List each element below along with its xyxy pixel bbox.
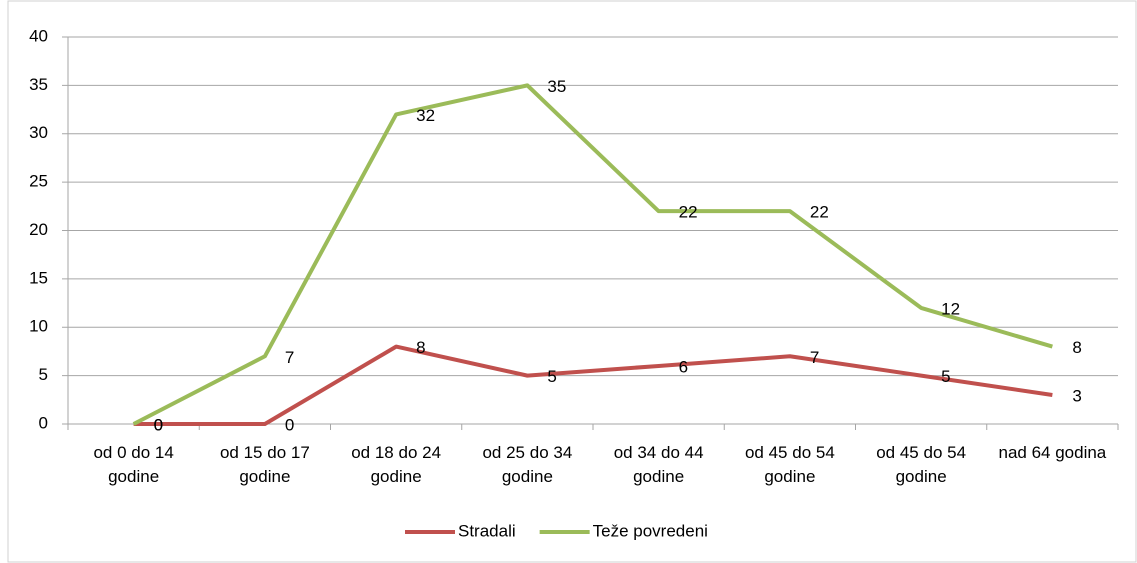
x-tick-label: od 45 do 54 godine bbox=[744, 443, 835, 486]
data-label: 0 bbox=[154, 415, 163, 434]
data-label: 6 bbox=[679, 357, 688, 376]
data-label: 0 bbox=[154, 415, 163, 434]
x-tick-label: od 25 do 34 godine bbox=[482, 443, 573, 486]
data-label: 35 bbox=[547, 77, 566, 96]
x-tick-label: od 18 do 24 godine bbox=[351, 443, 442, 486]
data-label: 3 bbox=[1072, 386, 1081, 405]
data-label: 0 bbox=[285, 415, 294, 434]
data-label: 22 bbox=[679, 203, 698, 222]
data-label: 32 bbox=[416, 106, 435, 125]
y-tick-label: 20 bbox=[29, 220, 48, 239]
x-tick-label: od 34 do 44 godine bbox=[613, 443, 704, 486]
y-tick-label: 30 bbox=[29, 123, 48, 142]
y-tick-label: 40 bbox=[29, 26, 48, 45]
legend-label: Stradali bbox=[458, 521, 516, 540]
frame bbox=[7, 0, 1137, 563]
x-tick-label: nad 64 godina bbox=[998, 443, 1107, 462]
data-label: 7 bbox=[285, 348, 294, 367]
x-tick-label: od 15 do 17 godine bbox=[219, 443, 310, 486]
data-label: 22 bbox=[810, 203, 829, 222]
data-label: 5 bbox=[941, 367, 950, 386]
y-tick-label: 15 bbox=[29, 268, 48, 287]
legend-label: Teže povredeni bbox=[593, 521, 708, 540]
x-tick-label: od 0 do 14 godine bbox=[93, 443, 174, 486]
series-line bbox=[133, 344, 1053, 426]
data-label: 7 bbox=[810, 348, 819, 367]
x-tick-label: od 45 do 54 godine bbox=[876, 443, 967, 486]
y-tick-label: 25 bbox=[29, 172, 48, 191]
y-tick-label: 35 bbox=[29, 75, 48, 94]
data-label: 8 bbox=[416, 338, 425, 357]
y-tick-label: 0 bbox=[39, 413, 48, 432]
data-label: 5 bbox=[547, 367, 556, 386]
y-tick-label: 5 bbox=[39, 365, 48, 384]
data-label: 8 bbox=[1072, 338, 1081, 357]
y-tick-label: 10 bbox=[29, 317, 48, 336]
data-label: 12 bbox=[941, 299, 960, 318]
series-line bbox=[132, 83, 1053, 426]
